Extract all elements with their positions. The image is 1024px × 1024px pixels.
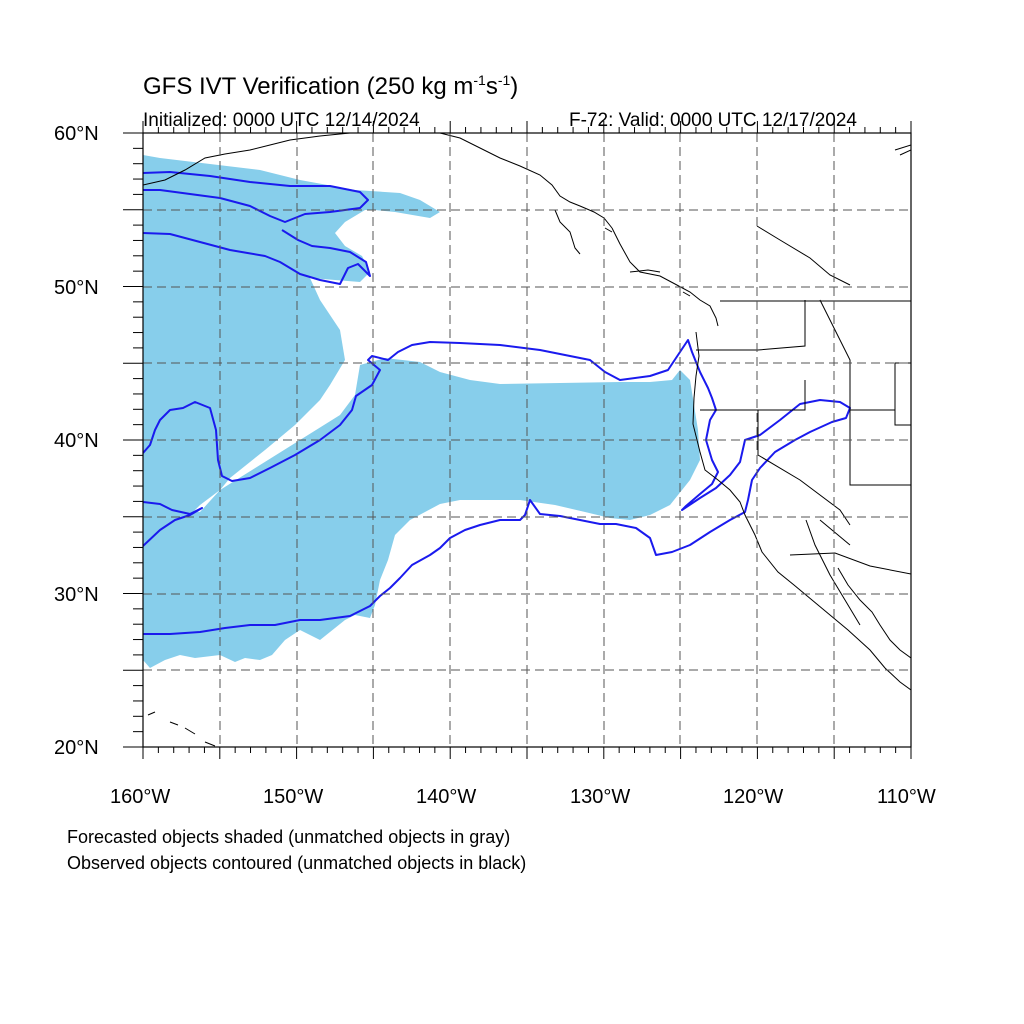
islands-north	[554, 209, 691, 297]
alaska-coast	[143, 133, 613, 229]
ne-corner	[894, 144, 911, 156]
northern-rockies	[756, 225, 851, 286]
lon-label-130w: 130°W	[570, 786, 631, 808]
forecast-object-main	[143, 155, 700, 668]
chart-title: GFS IVT Verification (250 kg m-1s-1)	[143, 72, 519, 100]
observed-contour-north-b	[143, 229, 371, 285]
valid-label: F-72: Valid: 0000 UTC 12/17/2024	[569, 110, 857, 131]
hawaii-islands	[147, 711, 216, 747]
lon-label-160w: 160°W	[110, 786, 171, 808]
forecast-object-north	[143, 185, 318, 265]
observed-contour-main	[143, 339, 851, 635]
lon-label-150w: 150°W	[263, 786, 324, 808]
graticule	[143, 133, 911, 747]
baja-coast	[837, 567, 911, 659]
axis-ticks	[123, 121, 912, 759]
lat-label-40: 40°N	[54, 430, 99, 452]
footnote-observed: Observed objects contoured (unmatched ob…	[67, 853, 527, 873]
initialized-label: Initialized: 0000 UTC 12/14/2024	[143, 110, 420, 131]
lon-label-120w: 120°W	[723, 786, 784, 808]
observed-contour-west	[143, 501, 203, 547]
forecast-objects	[143, 155, 700, 668]
footnote-forecast: Forecasted objects shaded (unmatched obj…	[67, 827, 511, 847]
lat-label-50: 50°N	[54, 277, 99, 299]
lat-label-20: 20°N	[54, 737, 99, 759]
us-west-coast	[692, 331, 911, 691]
lon-label-110w: 110°W	[877, 786, 936, 808]
lat-label-60: 60°N	[54, 123, 99, 145]
lon-label-140w: 140°W	[416, 786, 477, 808]
mexico-coast	[805, 519, 861, 626]
coastlines	[143, 133, 911, 747]
state-borders	[696, 299, 911, 575]
bc-coast	[611, 227, 719, 327]
lat-label-30: 30°N	[54, 584, 99, 606]
